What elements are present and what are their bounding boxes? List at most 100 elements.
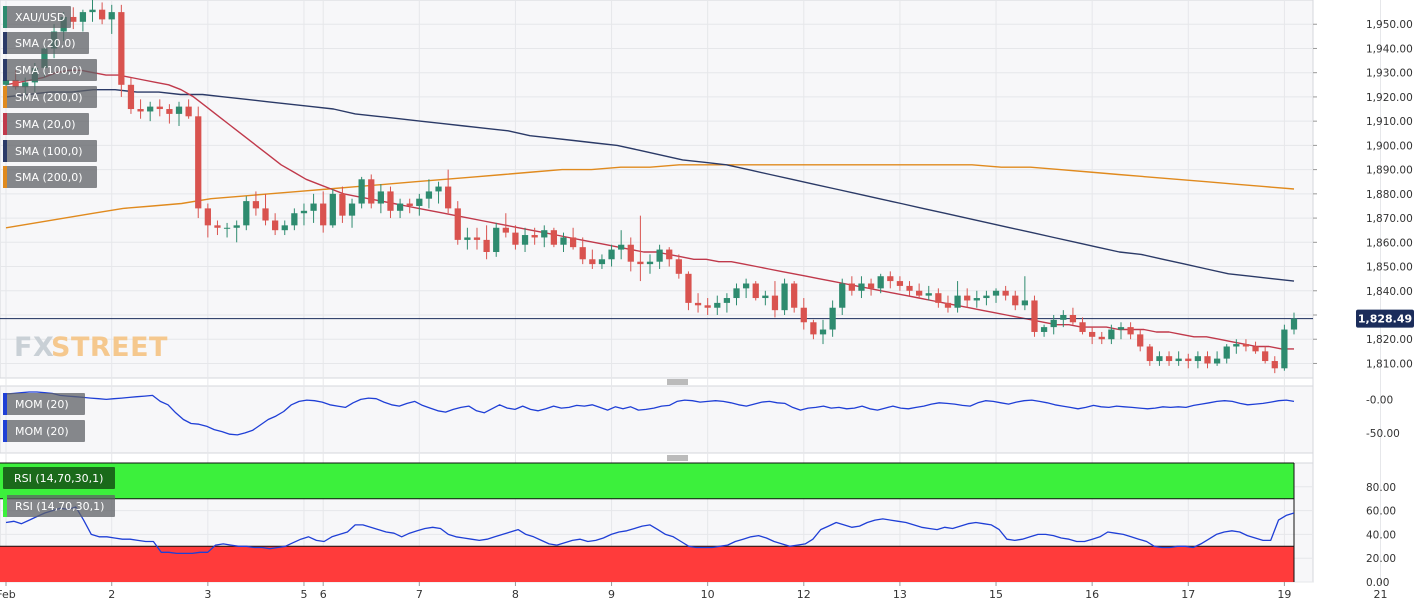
candle-body xyxy=(791,283,798,308)
candle xyxy=(1204,351,1211,369)
legend-sma-color xyxy=(3,86,7,108)
candle-body xyxy=(637,261,644,265)
candle-body xyxy=(867,283,875,289)
candle xyxy=(541,225,548,248)
candle-body xyxy=(1223,346,1230,359)
legend-rsi-label: RSI (14,70,30,1) xyxy=(15,500,104,513)
time-tick-label: 17 xyxy=(1181,588,1195,601)
candle xyxy=(339,186,346,223)
candle-body xyxy=(1194,356,1202,362)
candle xyxy=(454,201,461,245)
candle-body xyxy=(291,213,298,226)
legend-mom[interactable]: MOM (20) xyxy=(3,393,85,415)
price-tick-label: 1,810.00 xyxy=(1366,358,1413,370)
rsi-tick-label: 0.00 xyxy=(1366,577,1389,589)
legend-sma-bg[interactable] xyxy=(3,32,89,54)
candle xyxy=(195,106,202,219)
mom-tick-label: -50.00 xyxy=(1366,428,1400,440)
candle xyxy=(598,254,606,269)
candle-body xyxy=(358,179,365,204)
legend-rsi-bg[interactable] xyxy=(3,467,115,489)
candle-body xyxy=(2,79,10,85)
candle-body xyxy=(762,295,769,299)
legend-sma[interactable]: SMA (20,0) xyxy=(3,32,89,54)
candle xyxy=(166,104,173,124)
candle xyxy=(810,319,817,340)
pane-bg-1 xyxy=(0,385,1314,454)
candle-body xyxy=(896,281,904,286)
candle xyxy=(233,220,240,243)
candle-body xyxy=(348,203,356,216)
candle-body xyxy=(608,249,615,260)
axes: 1,950.00 1,940.00 1,930.00 1,920.00 1,910.00… xyxy=(0,19,1414,601)
legend-rsi-bg[interactable] xyxy=(3,495,115,517)
price-tick-label: 1,950.00 xyxy=(1366,19,1413,31)
legend-sma[interactable]: SMA (100,0) xyxy=(3,59,97,81)
legend-sma-bg[interactable] xyxy=(3,59,97,81)
price-tick-label: 1,870.00 xyxy=(1366,213,1413,225)
candle-body xyxy=(195,116,202,209)
candle-body xyxy=(550,230,558,245)
time-tick-label: 15 xyxy=(989,588,1003,601)
legend-sma-bg[interactable] xyxy=(3,86,97,108)
candle xyxy=(887,271,894,289)
candle xyxy=(1002,285,1009,301)
candle-body xyxy=(1242,344,1250,347)
legend-symbol-bg[interactable] xyxy=(3,6,71,28)
pane-resize-handle[interactable] xyxy=(667,379,688,385)
candle-body xyxy=(156,106,163,110)
candle-body xyxy=(598,259,606,265)
legend-sma-bg[interactable] xyxy=(3,140,97,162)
candle xyxy=(1069,307,1077,325)
legend-mom-bg[interactable] xyxy=(3,420,85,442)
candle xyxy=(723,293,731,313)
candle xyxy=(348,198,356,228)
candle xyxy=(1281,324,1288,371)
candle xyxy=(694,293,702,313)
legend-sma-label: SMA (20,0) xyxy=(15,37,76,50)
candle-body xyxy=(704,305,711,308)
legend-mom[interactable]: MOM (20) xyxy=(3,420,85,442)
candle-body xyxy=(1213,358,1221,364)
legend-sma-color xyxy=(3,166,7,188)
legend-rsi[interactable]: RSI (14,70,30,1) xyxy=(3,467,115,489)
legend-sma[interactable]: SMA (200,0) xyxy=(3,166,97,188)
legend[interactable]: XAU/USD SMA (20,0) SMA (100,0) SMA (200,0) S… xyxy=(3,6,115,517)
candle xyxy=(320,191,327,233)
candle xyxy=(675,254,682,279)
candle xyxy=(839,278,846,315)
candle xyxy=(1223,344,1230,364)
legend-sma[interactable]: SMA (20,0) xyxy=(3,113,89,135)
legend-sma-label: SMA (200,0) xyxy=(15,171,83,184)
candle-body xyxy=(320,203,327,226)
candle xyxy=(156,99,163,117)
candle xyxy=(291,208,298,231)
time-tick-label: 19 xyxy=(1277,588,1291,601)
legend-rsi[interactable]: RSI (14,70,30,1) xyxy=(3,495,115,517)
legend-sma[interactable]: SMA (100,0) xyxy=(3,140,97,162)
pane-separators[interactable] xyxy=(667,379,688,461)
candle-body xyxy=(204,208,211,226)
candle xyxy=(877,273,884,294)
legend-symbol[interactable]: XAU/USD xyxy=(3,6,71,28)
candle xyxy=(416,193,423,216)
candle xyxy=(531,227,538,245)
legend-mom-label: MOM (20) xyxy=(15,398,69,411)
candle-body xyxy=(541,230,548,238)
candle xyxy=(406,198,413,214)
candle xyxy=(1146,344,1153,366)
rsi-tick-label: 60.00 xyxy=(1366,506,1396,518)
candle-body xyxy=(694,302,702,306)
candle xyxy=(1242,339,1250,352)
candle-body xyxy=(1252,346,1259,352)
candle xyxy=(1021,276,1028,311)
legend-sma[interactable]: SMA (200,0) xyxy=(3,86,97,108)
legend-sma-bg[interactable] xyxy=(3,113,89,135)
candle xyxy=(214,220,221,236)
candle xyxy=(1156,351,1163,366)
legend-sma-bg[interactable] xyxy=(3,166,97,188)
legend-mom-bg[interactable] xyxy=(3,393,85,415)
candle-body xyxy=(1175,358,1182,362)
pane-resize-handle[interactable] xyxy=(667,455,688,461)
